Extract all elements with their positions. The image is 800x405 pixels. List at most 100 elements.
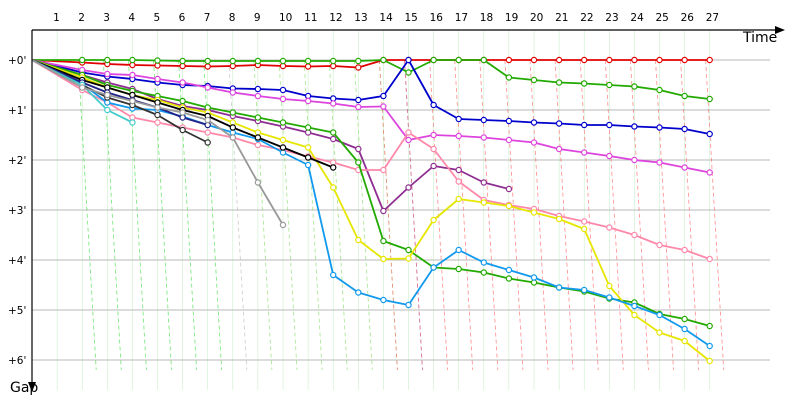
data-point <box>154 104 161 111</box>
data-point <box>706 130 713 138</box>
data-point <box>204 116 211 124</box>
pit-stop-line <box>379 59 398 371</box>
data-point <box>405 129 412 136</box>
data-point <box>581 225 588 233</box>
data-point <box>380 255 387 263</box>
data-point <box>254 85 262 93</box>
data-point <box>606 56 613 64</box>
data-point <box>555 145 563 153</box>
data-point <box>455 178 462 185</box>
pit-stop-line <box>228 59 248 371</box>
data-point <box>78 84 86 91</box>
data-point <box>606 224 613 231</box>
data-point <box>355 96 362 104</box>
data-point <box>505 136 513 144</box>
data-point <box>355 64 362 71</box>
data-point <box>706 342 713 350</box>
data-point <box>555 56 563 64</box>
data-point <box>279 95 287 103</box>
pit-stop-line <box>630 59 649 371</box>
data-point <box>681 164 688 171</box>
data-point <box>405 136 412 144</box>
data-point <box>154 75 161 83</box>
pit-stop-line <box>504 59 524 371</box>
data-point <box>254 134 262 141</box>
pit-stop-line <box>404 59 423 371</box>
data-point <box>530 76 538 84</box>
data-point <box>279 86 287 94</box>
data-point <box>480 199 487 206</box>
data-point <box>254 57 262 65</box>
data-point <box>179 57 186 65</box>
data-point <box>631 311 638 319</box>
data-point <box>631 56 638 64</box>
data-point <box>355 145 362 153</box>
y-tick-label: +1' <box>8 105 26 117</box>
data-point <box>455 56 462 64</box>
data-point <box>480 269 487 276</box>
data-point <box>179 126 186 134</box>
data-point <box>129 71 136 79</box>
x-tick-label: 18 <box>480 12 493 24</box>
data-point <box>304 144 312 151</box>
data-point <box>656 329 663 336</box>
x-tick-label: 17 <box>455 12 468 24</box>
data-point <box>380 103 387 110</box>
data-point <box>154 119 161 126</box>
x-tick-label: 12 <box>329 12 342 24</box>
data-point <box>304 97 312 105</box>
data-point <box>330 100 337 107</box>
data-point <box>681 246 688 254</box>
x-tick-label: 9 <box>254 12 261 24</box>
data-point <box>681 125 688 133</box>
data-point <box>606 152 613 160</box>
data-point <box>530 209 538 216</box>
data-point <box>606 282 613 290</box>
x-tick-label: 11 <box>304 12 317 24</box>
data-point <box>405 69 412 76</box>
data-point <box>330 129 337 136</box>
x-tick-label: 10 <box>279 12 292 24</box>
data-point <box>430 101 437 109</box>
data-point <box>505 266 513 274</box>
x-tick-label: 16 <box>430 12 444 24</box>
data-point <box>555 79 563 86</box>
data-point <box>455 265 462 273</box>
data-point <box>179 97 186 105</box>
pit-stop-line <box>579 59 599 371</box>
data-point <box>405 255 412 262</box>
data-point <box>380 296 387 304</box>
data-point <box>706 322 713 330</box>
data-point <box>204 63 211 70</box>
x-tick-label: 4 <box>128 12 135 24</box>
pit-stop-line <box>353 59 373 371</box>
data-point <box>229 109 236 116</box>
data-point <box>279 57 287 65</box>
data-point <box>631 123 638 130</box>
data-point <box>706 255 713 263</box>
x-tick-label: 24 <box>630 12 644 24</box>
data-point <box>204 139 211 146</box>
data-point <box>681 337 688 345</box>
data-point <box>681 325 688 333</box>
data-point <box>681 92 688 100</box>
data-point <box>330 271 337 279</box>
data-point <box>254 92 262 100</box>
x-tick-label: 2 <box>78 12 85 24</box>
data-point <box>555 120 563 127</box>
pit-stop-line <box>253 59 273 371</box>
data-point <box>104 56 111 64</box>
data-point <box>355 103 362 111</box>
x-axis-title: Time <box>742 30 777 46</box>
data-point <box>505 185 513 193</box>
data-point <box>355 57 362 65</box>
pit-stop-line <box>328 59 348 371</box>
data-point <box>104 106 111 114</box>
labels: +0'+1'+2'+3'+4'+5'+6'1 2 3 4 5 6 7 8 9 10 11 12 13 14… <box>8 12 777 396</box>
data-point <box>380 237 387 245</box>
data-point <box>656 159 663 166</box>
pit-stop-line <box>655 59 674 371</box>
data-point <box>229 89 236 96</box>
